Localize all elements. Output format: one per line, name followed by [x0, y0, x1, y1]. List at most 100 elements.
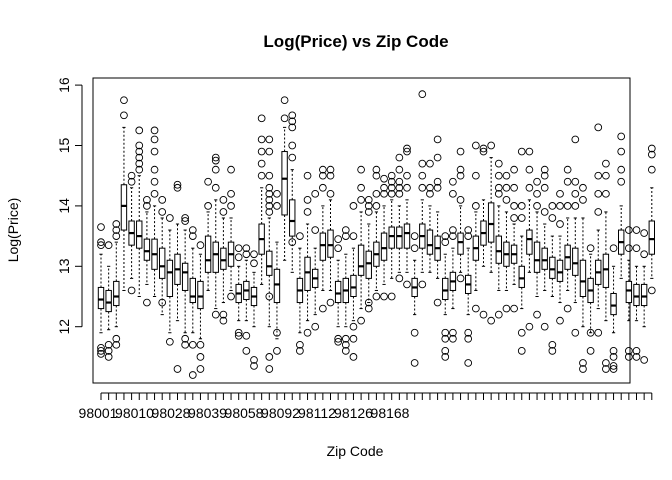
outlier-point	[196, 340, 205, 349]
box-61	[556, 189, 564, 325]
outlier-point	[296, 347, 304, 355]
box-1	[97, 223, 105, 358]
box-iqr	[273, 268, 281, 304]
box-21	[250, 250, 258, 370]
x-tick-label: 98028	[152, 405, 191, 421]
box-iqr	[541, 247, 548, 270]
outlier-point	[211, 310, 220, 319]
outlier-point	[112, 232, 121, 240]
outlier-point	[219, 310, 228, 319]
box-iqr	[266, 250, 273, 276]
box-iqr	[442, 277, 449, 301]
plot-area-border	[92, 77, 631, 384]
outlier-point	[227, 165, 235, 174]
outlier-point	[418, 171, 427, 180]
outlier-point	[273, 202, 281, 210]
outlier-point	[571, 177, 580, 186]
outlier-point	[227, 189, 235, 198]
outlier-point	[319, 165, 327, 174]
outlier-point	[265, 202, 274, 210]
outlier-point	[517, 202, 526, 210]
outlier-point	[181, 214, 190, 222]
outlier-point	[571, 189, 580, 198]
x-tick-label: 98010	[115, 405, 154, 421]
outlier-point	[364, 298, 373, 307]
outlier-point	[380, 292, 388, 301]
outlier-point	[441, 232, 450, 240]
outlier-point	[395, 165, 404, 174]
box-53	[494, 159, 503, 319]
outlier-point	[433, 298, 442, 307]
outlier-point	[211, 183, 220, 192]
outlier-point	[441, 334, 450, 343]
outlier-point	[533, 177, 541, 186]
outlier-point	[150, 126, 159, 135]
outlier-point	[647, 150, 656, 159]
outlier-point	[265, 208, 274, 216]
box-36	[364, 196, 373, 313]
outlier-point	[403, 171, 411, 180]
box-iqr	[487, 202, 495, 243]
outlier-point	[112, 334, 121, 343]
box-49	[464, 226, 473, 367]
outlier-point	[181, 217, 190, 225]
outlier-point	[326, 189, 335, 198]
box-iqr	[120, 184, 128, 231]
box-69	[617, 132, 626, 279]
outlier-point	[288, 141, 297, 150]
outlier-point	[579, 359, 587, 367]
outlier-point	[441, 353, 450, 361]
box-iqr	[365, 250, 372, 279]
outlier-point	[97, 238, 105, 246]
x-tick-label: 98039	[188, 405, 227, 421]
outlier-point	[280, 96, 289, 105]
outlier-point	[579, 365, 587, 373]
outlier-point	[166, 337, 174, 346]
outlier-point	[227, 202, 235, 210]
outlier-point	[441, 328, 450, 337]
outlier-point	[624, 347, 633, 355]
outlier-point	[349, 322, 358, 331]
outlier-point	[464, 232, 473, 240]
outlier-point	[280, 114, 289, 123]
box-46	[441, 232, 450, 361]
outlier-point	[395, 153, 404, 162]
outlier-point	[533, 189, 541, 198]
outlier-point	[525, 147, 534, 156]
outlier-point	[472, 141, 480, 150]
box-15	[204, 177, 212, 291]
box-iqr	[388, 226, 395, 249]
outlier-point	[234, 331, 243, 340]
outlier-point	[196, 241, 205, 250]
outlier-point	[472, 202, 480, 210]
box-14	[196, 241, 205, 373]
box-6	[135, 126, 144, 297]
outlier-point	[426, 189, 434, 198]
outlier-point	[97, 223, 105, 231]
box-66	[594, 123, 603, 337]
box-44	[426, 159, 434, 273]
outlier-point	[112, 226, 121, 234]
outlier-point	[410, 232, 419, 240]
outlier-point	[127, 286, 136, 295]
outlier-point	[487, 141, 496, 150]
outlier-point	[364, 304, 373, 313]
outlier-point	[265, 183, 274, 192]
outlier-point	[602, 365, 610, 373]
outlier-point	[548, 214, 557, 222]
outlier-point	[242, 347, 251, 355]
x-tick-label: 98168	[371, 405, 410, 421]
outlier-point	[227, 292, 235, 301]
outlier-point	[341, 334, 350, 343]
box-42	[410, 232, 419, 367]
outlier-point	[234, 253, 243, 262]
y-tick-label: 15	[56, 138, 72, 154]
outlier-point	[395, 189, 404, 198]
box-30	[319, 165, 327, 313]
outlier-point	[617, 177, 626, 186]
outlier-point	[632, 244, 641, 253]
outlier-point	[525, 183, 534, 192]
outlier-point	[257, 135, 266, 144]
outlier-point	[166, 214, 174, 222]
